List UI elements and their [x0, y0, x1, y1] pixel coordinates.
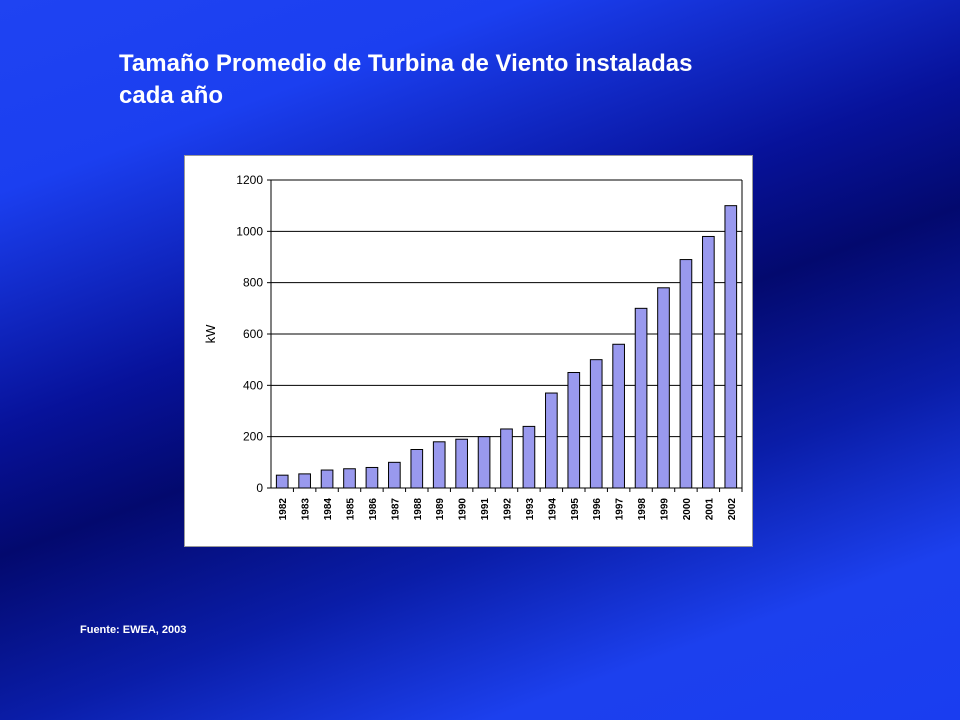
x-tick-label: 1992 — [503, 498, 514, 521]
bar — [657, 287, 670, 489]
bar — [298, 473, 311, 489]
bar — [500, 428, 513, 489]
slide-title-line-1: Tamaño Promedio de Turbina de Viento ins… — [119, 50, 693, 77]
x-tick-label: 1991 — [480, 498, 491, 521]
x-tick-label: 2000 — [682, 498, 693, 521]
bar — [612, 343, 625, 489]
x-tick-label: 1988 — [413, 498, 424, 521]
x-tick-label: 1993 — [525, 498, 536, 521]
y-tick-label: 1000 — [236, 224, 263, 238]
bar — [388, 461, 401, 489]
y-tick-label: 400 — [243, 378, 263, 392]
x-tick-label: 1994 — [547, 498, 558, 521]
x-tick-label: 1997 — [615, 498, 626, 521]
x-tick-label: 1983 — [301, 498, 312, 521]
x-tick-label: 1999 — [660, 498, 671, 521]
bar — [432, 441, 446, 489]
bar — [455, 438, 468, 489]
bar — [679, 259, 693, 489]
chart-area: 0 200 400 600 800 1000 1200 kW 1982 1983 1984 1985 1… — [184, 155, 753, 547]
bar — [343, 468, 356, 489]
x-tick-label: 2001 — [704, 498, 715, 521]
bar — [410, 449, 424, 489]
x-tick-label: 2002 — [727, 498, 738, 521]
x-tick-label: 1998 — [637, 498, 648, 521]
slide-title: Tamaño Promedio de Turbina de Viento ins… — [119, 48, 819, 112]
bar — [477, 436, 491, 489]
x-tick-label: 1985 — [346, 498, 357, 521]
bar — [702, 235, 715, 489]
y-tick-label: 200 — [243, 430, 263, 444]
x-tick-label: 1984 — [323, 498, 334, 521]
bar — [724, 205, 738, 489]
x-tick-label: 1982 — [278, 498, 289, 521]
y-tick-label: 600 — [243, 327, 263, 341]
bar — [589, 359, 603, 489]
bar — [275, 474, 289, 489]
bar — [522, 425, 536, 489]
y-tick-label: 800 — [243, 276, 263, 290]
bar — [545, 392, 558, 489]
y-axis-label: kW — [203, 324, 218, 344]
bar — [320, 469, 334, 489]
source-note: Fuente: EWEA, 2003 — [80, 624, 187, 636]
x-tick-label: 1989 — [435, 498, 446, 521]
y-tick-label: 1200 — [236, 173, 263, 187]
x-tick-label: 1990 — [458, 498, 469, 521]
x-tick-label: 1996 — [592, 498, 603, 521]
bar — [634, 307, 648, 489]
bar-chart: 0 200 400 600 800 1000 1200 kW 1982 1983 1984 1985 1… — [203, 173, 743, 521]
x-tick-label: 1995 — [570, 498, 581, 521]
slide-title-line-2: cada año — [119, 82, 224, 109]
x-tick-label: 1986 — [368, 498, 379, 521]
x-tick-label: 1987 — [390, 498, 401, 521]
y-tick-label: 0 — [256, 481, 263, 495]
bar — [567, 372, 581, 489]
bar — [365, 466, 379, 489]
